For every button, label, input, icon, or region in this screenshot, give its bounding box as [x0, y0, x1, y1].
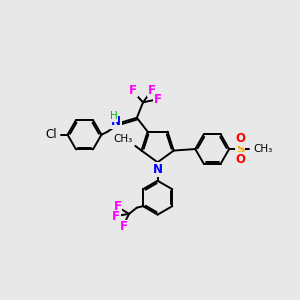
- Text: F: F: [154, 93, 162, 106]
- Text: F: F: [120, 220, 128, 233]
- Text: N: N: [153, 163, 163, 176]
- Text: S: S: [236, 142, 244, 155]
- Text: F: F: [113, 200, 122, 213]
- Text: O: O: [235, 132, 245, 145]
- Text: CH₃: CH₃: [254, 144, 273, 154]
- Text: F: F: [129, 84, 137, 97]
- Text: F: F: [112, 211, 120, 224]
- Text: N: N: [111, 115, 121, 128]
- Text: H: H: [110, 111, 118, 121]
- Text: F: F: [148, 84, 155, 97]
- Text: CH₃: CH₃: [114, 134, 133, 144]
- Text: O: O: [235, 153, 245, 166]
- Text: Cl: Cl: [45, 128, 57, 141]
